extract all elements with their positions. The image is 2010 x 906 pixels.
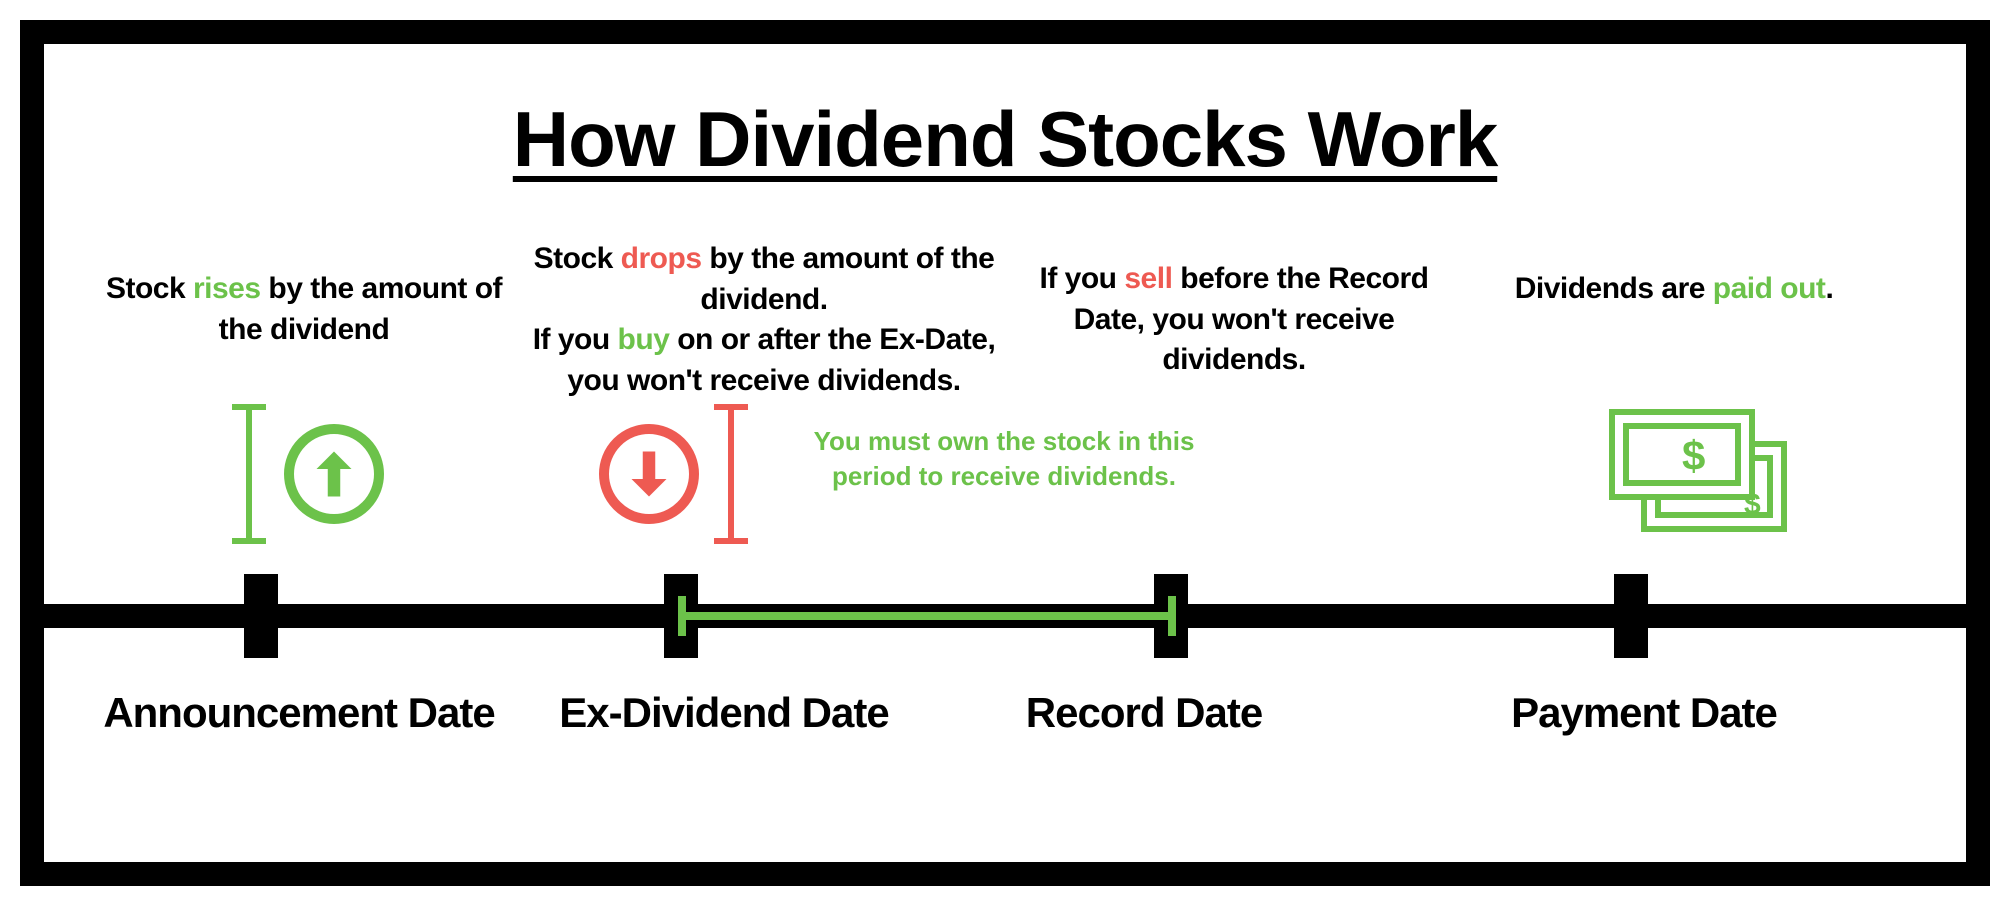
- stage-record-desc: If you sell before the Record Date, you …: [1024, 259, 1444, 381]
- arrow-down-icon: [599, 424, 699, 524]
- stage-announcement-desc: Stock rises by the amount of the dividen…: [104, 269, 504, 350]
- stage-payment-desc: Dividends are paid out.: [1464, 269, 1884, 310]
- ownership-period-end: [1168, 596, 1176, 636]
- stage-exdividend-desc: Stock drops by the amount of the dividen…: [504, 239, 1024, 401]
- svg-text:$: $: [1682, 432, 1705, 479]
- stage-label-exdividend: Ex-Dividend Date: [524, 689, 924, 737]
- arrow-up-icon: [284, 424, 384, 524]
- ownership-period-line: [682, 612, 1172, 620]
- page-title: How Dividend Stocks Work: [44, 94, 1966, 185]
- timeline-tick-payment: [1614, 574, 1648, 658]
- drop-range-icon: [714, 404, 748, 544]
- stage-label-record: Record Date: [984, 689, 1304, 737]
- stage-label-payment: Payment Date: [1444, 689, 1844, 737]
- infographic-frame: How Dividend Stocks Work Stock rises by …: [20, 20, 1990, 886]
- rise-range-icon: [232, 404, 266, 544]
- stage-label-announcement: Announcement Date: [84, 689, 514, 737]
- timeline-tick-announcement: [244, 574, 278, 658]
- cash-icon: $ $: [1604, 404, 1794, 544]
- ownership-period-note: You must own the stock in this period to…: [804, 424, 1204, 494]
- svg-text:$: $: [1744, 488, 1761, 521]
